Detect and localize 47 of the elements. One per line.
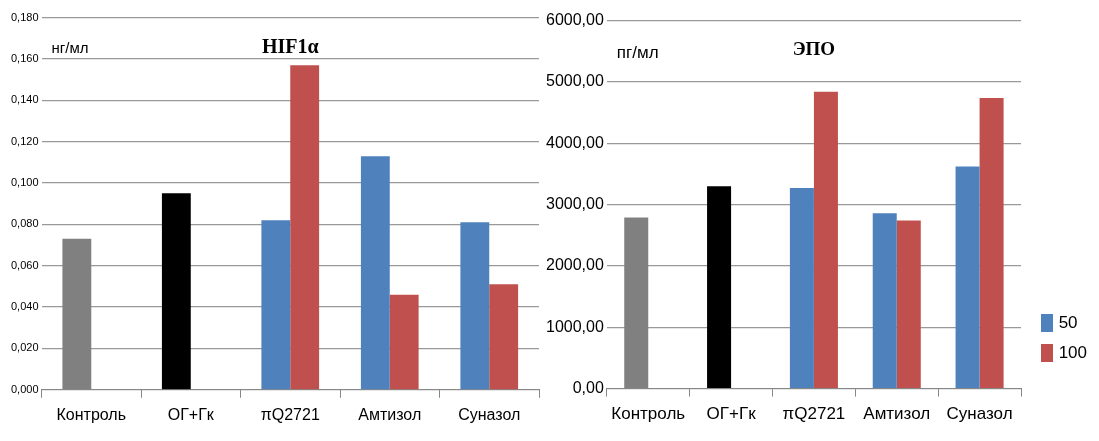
bar bbox=[161, 193, 191, 390]
bar bbox=[389, 294, 419, 390]
bar bbox=[460, 222, 490, 390]
y-axis-title: нг/мл bbox=[51, 39, 89, 57]
y-tick-label: 0,160 bbox=[11, 51, 39, 64]
x-tick-label: ОГ+Гк bbox=[706, 404, 757, 424]
bar bbox=[261, 220, 291, 390]
x-tick-label: Контроль bbox=[56, 405, 127, 423]
x-tick-label: Суназол bbox=[458, 405, 521, 423]
y-tick-label: 1000,00 bbox=[545, 317, 604, 335]
y-tick-label: 0,140 bbox=[11, 93, 39, 106]
y-tick-label: 0,120 bbox=[11, 134, 39, 147]
bar bbox=[813, 91, 838, 388]
bar bbox=[360, 156, 390, 390]
x-tick-label: Суназол bbox=[946, 404, 1013, 424]
x-tick-label: πQ2721 bbox=[782, 404, 846, 424]
bar bbox=[979, 97, 1004, 388]
legend-label: 50 bbox=[1058, 313, 1078, 333]
y-tick-label: 0,020 bbox=[11, 341, 39, 354]
y-tick-label: 6000,00 bbox=[545, 11, 604, 29]
y-tick-label: 0,000 bbox=[11, 382, 39, 395]
text: ЭПО bbox=[792, 38, 836, 60]
x-tick-label: Контроль bbox=[611, 404, 686, 424]
bar bbox=[896, 220, 921, 388]
y-axis-title: пг/мл bbox=[616, 42, 659, 62]
bar bbox=[489, 284, 519, 390]
x-tick-label: πQ2721 bbox=[260, 405, 320, 423]
x-tick-label: Амтизол bbox=[358, 405, 422, 423]
y-tick-label: 4000,00 bbox=[545, 133, 604, 151]
bar bbox=[872, 213, 897, 388]
y-tick-label: 0,100 bbox=[11, 176, 39, 189]
x-tick-label: Амтизол bbox=[863, 404, 931, 424]
y-tick-label: 0,180 bbox=[11, 10, 39, 23]
y-tick-label: 0,040 bbox=[11, 300, 39, 313]
legend-label: 100 bbox=[1058, 343, 1087, 363]
y-tick-label: 0,060 bbox=[11, 258, 39, 271]
bar bbox=[707, 186, 732, 388]
y-tick-label: 5000,00 bbox=[545, 72, 604, 90]
x-tick-label: ОГ+Гк bbox=[167, 405, 215, 423]
text: HIF1α bbox=[261, 34, 319, 57]
y-tick-label: 2000,00 bbox=[545, 256, 604, 274]
bar bbox=[955, 166, 980, 388]
bar bbox=[290, 65, 320, 390]
y-tick-label: 0,080 bbox=[11, 217, 39, 230]
y-tick-label: 0,00 bbox=[572, 379, 604, 397]
y-tick-label: 3000,00 bbox=[545, 195, 604, 213]
bar bbox=[789, 188, 814, 388]
